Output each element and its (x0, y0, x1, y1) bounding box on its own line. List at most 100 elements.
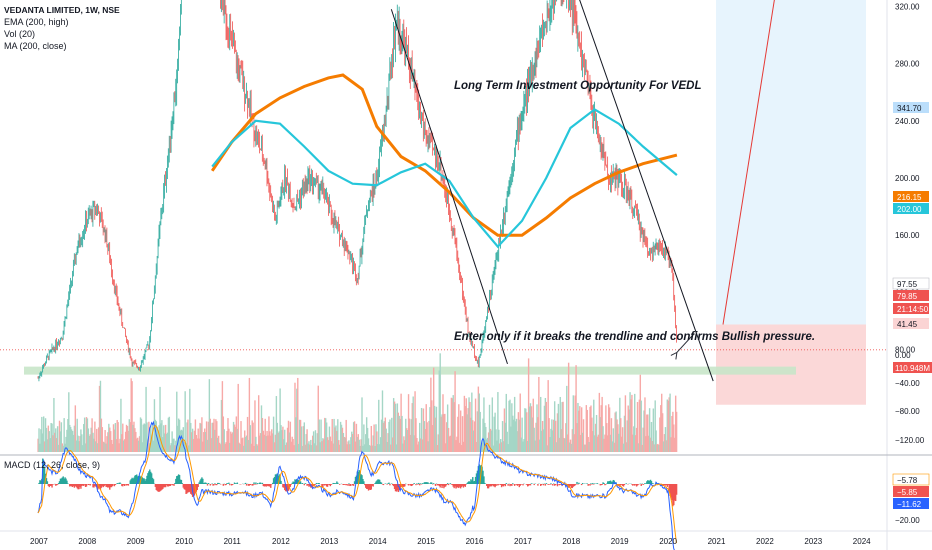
macd-value-tag: −11.62 (893, 498, 929, 509)
volume-bar (621, 427, 624, 452)
volume-bar (91, 418, 93, 452)
volume-bar (380, 419, 383, 452)
volume-bar (623, 415, 626, 452)
volume-bar (615, 411, 617, 452)
macd-histogram-bar (272, 478, 275, 484)
trendline-2014[interactable] (390, 9, 508, 365)
volume-bar (299, 419, 302, 452)
macd-histogram-bar (64, 477, 66, 484)
support-zone[interactable] (24, 366, 796, 375)
macd-histogram-bar (445, 484, 447, 487)
macd-histogram-bar (565, 484, 567, 486)
volume-bar (602, 426, 604, 452)
macd-histogram-bar (599, 484, 601, 486)
x-tick-label: 2009 (127, 537, 145, 546)
macd-histogram-bar (631, 484, 633, 485)
macd-histogram-bar (343, 484, 346, 485)
volume-bar (481, 442, 483, 452)
macd-histogram-bar (187, 484, 189, 493)
volume-bar (567, 434, 569, 452)
volume-bar (454, 371, 456, 452)
trendline-2018[interactable] (570, 0, 714, 382)
volume-bar (395, 444, 398, 452)
volume-bar (362, 445, 364, 452)
macd-histogram-bar (479, 465, 481, 484)
macd-histogram-bar (198, 482, 200, 484)
macd-histogram-bar (330, 484, 332, 485)
volume-bar (292, 439, 294, 452)
volume-bar (359, 445, 361, 452)
target-arrow-line[interactable] (722, 0, 779, 325)
volume-bar (332, 443, 334, 452)
volume-bar (122, 423, 124, 452)
legend-item-vol[interactable]: Vol (20) (4, 29, 36, 39)
macd-histogram-bar (392, 484, 395, 487)
macd-histogram-bar (444, 484, 446, 487)
macd-histogram-bar (154, 484, 157, 487)
macd-legend[interactable]: MACD (12, 26, close, 9) (4, 460, 101, 470)
volume-bar (401, 415, 403, 452)
volume-bar (225, 442, 227, 452)
macd-histogram-bar (155, 484, 158, 490)
legend-item-ema[interactable]: EMA (200, high) (4, 17, 69, 27)
legend-item-ma[interactable]: MA (200, close) (4, 41, 67, 51)
volume-bar (288, 432, 291, 452)
volume-bar (498, 429, 500, 452)
macd-histogram-bar (397, 484, 400, 493)
volume-bar (365, 434, 367, 452)
volume-bar (235, 416, 238, 452)
macd-histogram-bar (304, 483, 306, 484)
macd-histogram-bar (326, 484, 329, 487)
macd-histogram-bar (263, 484, 265, 487)
volume-bar (236, 428, 238, 452)
volume-bar (57, 444, 60, 452)
macd-histogram-bar (497, 484, 499, 486)
macd-histogram-bar (292, 481, 294, 484)
volume-bar (306, 429, 308, 452)
macd-histogram-bar (284, 484, 286, 491)
volume-bar (357, 434, 359, 452)
stop-zone[interactable] (716, 324, 866, 405)
macd-histogram-bar (299, 481, 302, 484)
macd-histogram-bar (74, 484, 77, 487)
volume-bar (501, 421, 504, 452)
macd-histogram-bar (360, 474, 362, 484)
volume-last-text: 110.948M (895, 364, 930, 373)
legend-title[interactable]: VEDANTA LIMITED, 1W, NSE (4, 5, 120, 15)
macd-histogram-bar (235, 483, 238, 484)
annotation-top[interactable]: Long Term Investment Opportunity For VED… (454, 80, 701, 92)
macd-value-bg (893, 498, 929, 509)
macd-histogram-bar (407, 484, 410, 486)
volume-bar (546, 445, 548, 452)
macd-histogram-bar (454, 484, 456, 487)
volume-bar (533, 427, 535, 452)
volume-bar (503, 408, 506, 452)
volume-bar (43, 441, 46, 452)
macd-histogram-bar (179, 479, 182, 484)
macd-histogram-bar (354, 476, 357, 484)
volume-bar (52, 435, 54, 452)
macd-histogram-bar (353, 481, 356, 484)
volume-bar (629, 392, 631, 452)
target-zone[interactable] (716, 0, 866, 325)
volume-bar (214, 429, 216, 452)
macd-histogram-bar (498, 484, 500, 485)
volume-bar (146, 422, 148, 452)
volume-bar (96, 428, 98, 452)
annotation-bottom[interactable]: Enter only if it breaks the trendline an… (454, 331, 815, 343)
volume-bar (544, 397, 547, 452)
volume-bar (350, 437, 352, 452)
macd-histogram-bar (82, 484, 84, 486)
volume-bar (537, 417, 539, 452)
macd-histogram-bar (502, 484, 505, 487)
macd-histogram-bar (149, 469, 151, 484)
volume-bar (394, 403, 397, 452)
macd-histogram-bar (101, 484, 104, 487)
volume-bar (200, 423, 202, 452)
volume-bar (129, 422, 131, 452)
macd-histogram-bar (180, 479, 183, 484)
macd-histogram-bar (443, 484, 445, 489)
entry-arrow-line[interactable] (676, 333, 695, 353)
volume-bar (176, 391, 178, 452)
